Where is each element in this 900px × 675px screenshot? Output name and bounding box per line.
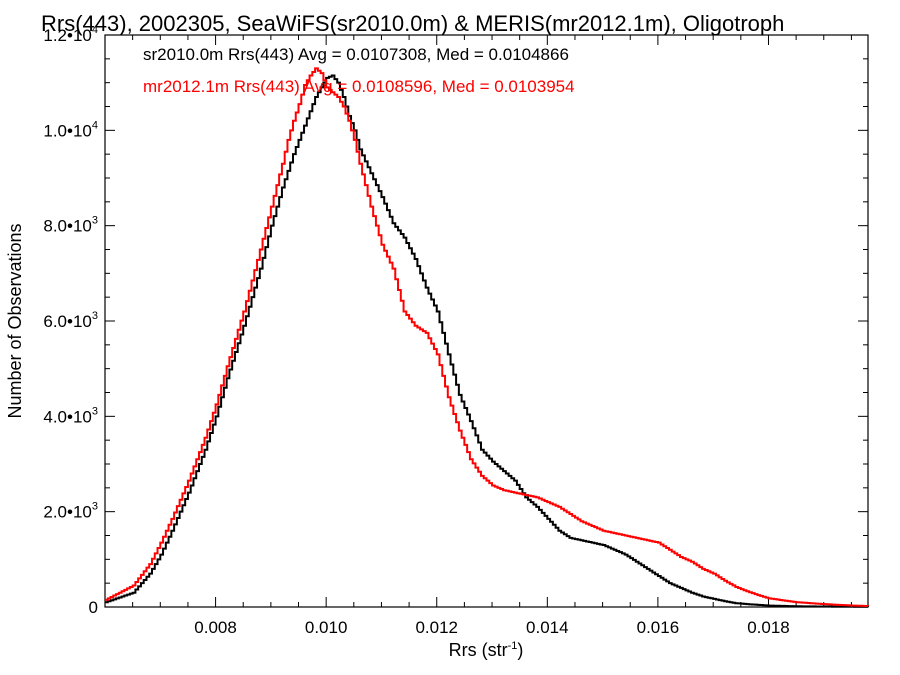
y-tick-label-base: 8.0•10 <box>43 217 92 236</box>
series-line-mr2012 <box>105 67 869 607</box>
y-tick-label: 0 <box>89 598 98 617</box>
legend-entry-mr2012: mr2012.1m Rrs(443) Avg = 0.0108596, Med … <box>143 77 575 96</box>
y-tick-label-base: 1.2•10 <box>43 26 92 45</box>
y-tick-label-exponent: 3 <box>92 310 98 322</box>
x-axis-label-superscript: -1 <box>508 640 518 652</box>
x-axis-tick-labels: 0.008 0.010 0.012 0.014 0.016 0.018 <box>194 618 789 637</box>
legend-entry-sr2010: sr2010.0m Rrs(443) Avg = 0.0107308, Med … <box>143 45 569 64</box>
y-axis-tick-labels: 02.0•1034.0•1036.0•1038.0•1031.0•1041.2•… <box>43 24 98 617</box>
x-tick-label: 0.012 <box>415 618 458 637</box>
x-axis-ticks <box>104 35 852 607</box>
y-tick-label: 8.0•103 <box>43 215 98 236</box>
y-tick-label-base: 2.0•10 <box>43 503 92 522</box>
y-tick-label: 4.0•103 <box>43 405 98 426</box>
y-tick-label: 6.0•103 <box>43 310 98 331</box>
y-tick-label-exponent: 3 <box>92 501 98 513</box>
x-axis-label: Rrs (str-1) <box>449 640 524 660</box>
series-lines <box>105 67 869 608</box>
y-tick-label-exponent: 4 <box>92 24 98 36</box>
y-tick-label-exponent: 3 <box>92 405 98 417</box>
series-line-sr2010 <box>105 74 869 608</box>
y-axis-label: Number of Observations <box>5 223 25 418</box>
x-tick-label: 0.014 <box>526 618 569 637</box>
y-tick-label-exponent: 3 <box>92 215 98 227</box>
y-tick-label-exponent: 4 <box>92 119 98 131</box>
y-axis-ticks <box>105 34 868 608</box>
plot-frame <box>104 34 869 608</box>
y-tick-label: 1.0•104 <box>43 119 98 140</box>
x-axis-label-end: ) <box>517 640 523 660</box>
y-tick-label-base: 6.0•10 <box>43 312 92 331</box>
x-tick-label: 0.018 <box>747 618 790 637</box>
y-tick-label: 1.2•104 <box>43 24 98 45</box>
y-tick-label: 2.0•103 <box>43 501 98 522</box>
chart-title: Rrs(443), 2002305, SeaWiFS(sr2010.0m) & … <box>41 11 784 36</box>
x-axis-label-text: Rrs (str <box>449 640 508 660</box>
x-tick-label: 0.008 <box>194 618 237 637</box>
x-tick-label: 0.016 <box>637 618 680 637</box>
y-tick-label-base: 4.0•10 <box>43 407 92 426</box>
x-tick-label: 0.010 <box>305 618 348 637</box>
y-tick-label-base: 0 <box>89 598 98 617</box>
y-tick-label-base: 1.0•10 <box>43 121 92 140</box>
